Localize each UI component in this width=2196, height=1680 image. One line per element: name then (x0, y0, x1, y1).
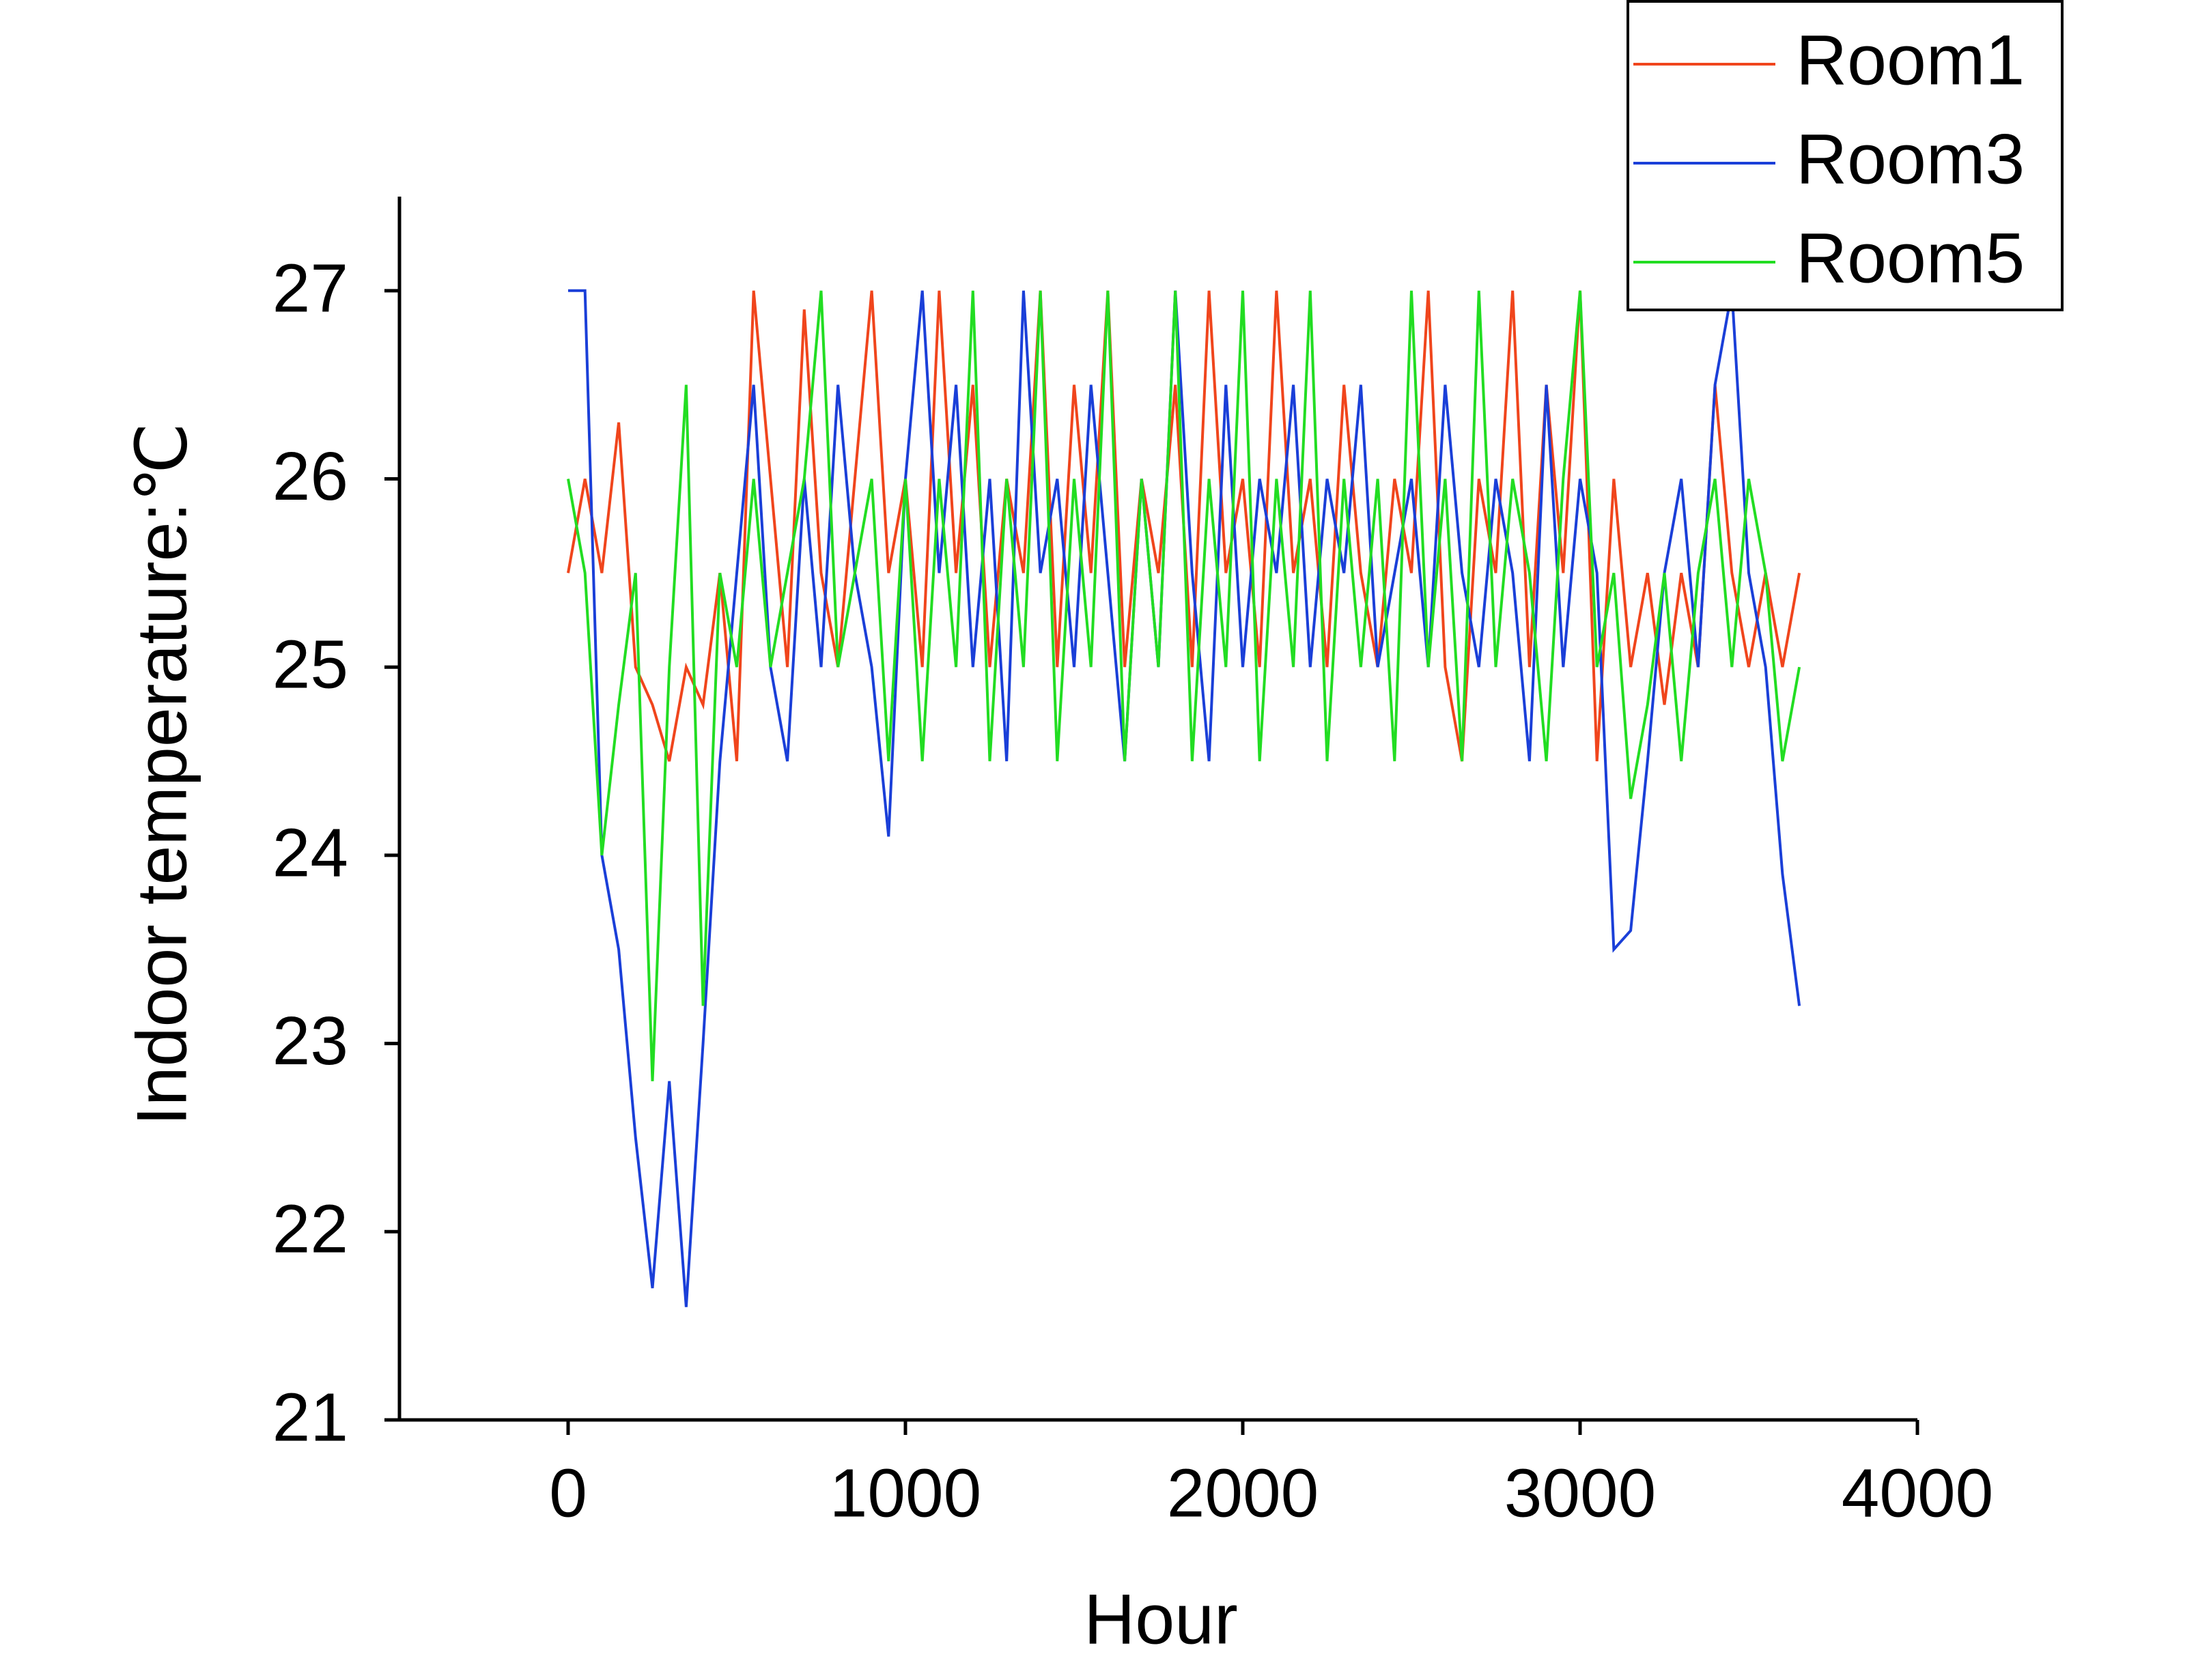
y-tick-label: 27 (272, 250, 348, 326)
y-tick-label: 25 (272, 627, 348, 703)
series-line (568, 289, 1801, 1307)
x-tick-label: 1000 (830, 1455, 981, 1531)
legend-label: Room1 (1796, 20, 2025, 100)
y-tick-label: 22 (272, 1191, 348, 1268)
x-axis-title: Hour (1084, 1580, 1237, 1659)
y-axis-title: Indoor temperature:℃ (122, 423, 201, 1126)
y-tick-label: 24 (272, 814, 348, 891)
y-tick-label: 26 (272, 438, 348, 515)
legend-label: Room3 (1796, 119, 2025, 199)
x-tick-label: 2000 (1167, 1455, 1319, 1531)
legend-box (1627, 0, 2064, 311)
x-tick-label: 0 (549, 1455, 587, 1531)
y-tick-label: 23 (272, 1003, 348, 1079)
x-tick-label: 4000 (1842, 1455, 1993, 1531)
y-tick-label: 21 (272, 1379, 348, 1455)
x-tick-label: 3000 (1504, 1455, 1656, 1531)
legend-label: Room5 (1796, 218, 2025, 298)
series-line (567, 290, 1801, 1081)
